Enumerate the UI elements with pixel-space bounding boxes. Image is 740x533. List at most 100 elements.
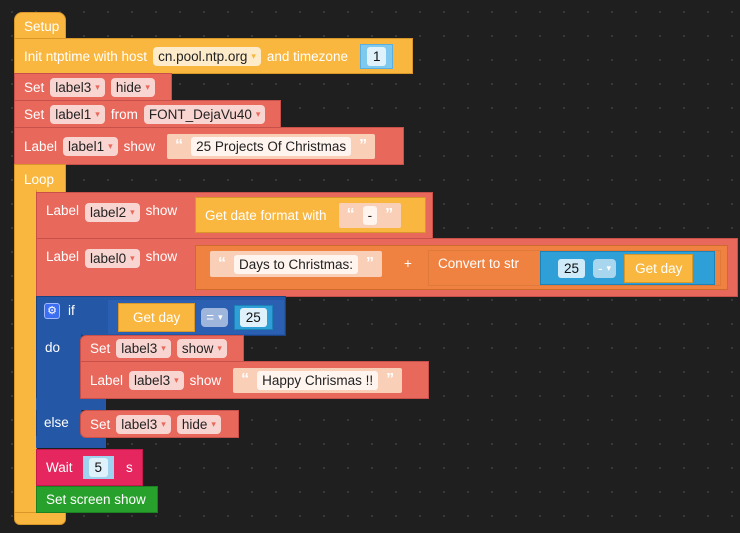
host-dropdown[interactable]: cn.pool.ntp.org ▾: [153, 46, 261, 66]
init-ntptime-block[interactable]: Init ntptime with host cn.pool.ntp.org ▾ …: [14, 38, 413, 74]
label3-show-block[interactable]: Label label3 ▾ show “ Happy Chrismas !! ”: [80, 361, 429, 399]
label1-show-block[interactable]: Label label1 ▾ show “ 25 Projects Of Chris…: [14, 127, 404, 165]
text-input[interactable]: Days to Christmas:: [234, 254, 359, 274]
action-value: hide: [181, 416, 208, 432]
target-dropdown[interactable]: label1 ▾: [50, 104, 105, 124]
loop-label: Loop: [24, 171, 55, 187]
set-label3-hide-block[interactable]: Set label3 ▾ hide ▾: [14, 73, 172, 101]
action-dropdown[interactable]: hide ▾: [110, 77, 155, 97]
target-dropdown[interactable]: label3 ▾: [116, 414, 171, 434]
number-input[interactable]: 25: [558, 258, 586, 278]
sep-input[interactable]: -: [362, 205, 378, 225]
chevron-down-icon: ▾: [95, 81, 100, 92]
chevron-down-icon: ▾: [606, 262, 612, 273]
quote-open-icon: “: [218, 255, 226, 272]
operator-dropdown[interactable]: - ▾: [593, 258, 617, 278]
text-block[interactable]: “ Days to Christmas: ”: [210, 251, 383, 277]
chevron-down-icon: ▾: [130, 253, 135, 263]
quote-close-icon: ”: [366, 255, 375, 272]
set-kw: Set: [24, 106, 45, 122]
compare-dropdown[interactable]: = ▾: [201, 307, 228, 327]
init-prefix: Init ntptime with host: [24, 48, 148, 64]
init-mid: and timezone: [266, 48, 348, 64]
operator-value: -: [598, 260, 603, 276]
compare-block[interactable]: Get day = ▾ 25: [108, 300, 284, 334]
target-value: label1: [68, 138, 105, 154]
set-screen-show-block[interactable]: Set screen show: [36, 486, 158, 513]
timezone-input[interactable]: 1: [366, 46, 387, 66]
else-divider: [36, 398, 106, 410]
show-kw: show: [123, 138, 156, 154]
get-day-block[interactable]: Get day: [624, 253, 694, 283]
quote-open-icon: “: [175, 137, 184, 154]
get-date-format-block[interactable]: Get date format with “-”: [195, 197, 426, 233]
quote-open-icon: “: [346, 206, 355, 223]
show-kw: show: [189, 372, 222, 388]
convert-label: Convert to str: [438, 256, 520, 271]
label-kw: Label: [90, 372, 124, 388]
host-value: cn.pool.ntp.org: [158, 48, 248, 64]
quote-open-icon: “: [241, 371, 250, 388]
quote-close-icon: ”: [359, 137, 368, 154]
target-dropdown[interactable]: label3 ▾: [50, 77, 105, 97]
target-dropdown[interactable]: label2 ▾: [85, 203, 140, 222]
target-value: label3: [55, 79, 92, 95]
set-label3-show-block[interactable]: Set label3 ▾ show ▾: [80, 335, 244, 362]
else-set-label3-hide-block[interactable]: Set label3 ▾ hide ▾: [80, 410, 239, 438]
if-kw: if: [68, 303, 75, 318]
target-value: label2: [90, 205, 127, 220]
get-day-block[interactable]: Get day: [118, 302, 196, 332]
chevron-down-icon: ▾: [174, 374, 179, 385]
text-input[interactable]: 25 Projects Of Christmas: [191, 136, 352, 156]
target-value: label3: [121, 416, 158, 432]
compare-value-input[interactable]: 25: [239, 307, 267, 327]
show-kw: show: [145, 249, 178, 264]
loop-body-bar: [14, 190, 37, 515]
set-kw: Set: [90, 416, 111, 432]
quote-close-icon: ”: [386, 371, 395, 388]
action-dropdown[interactable]: show ▾: [176, 339, 227, 358]
target-dropdown[interactable]: label3 ▾: [129, 370, 184, 390]
plus-operator: +: [404, 256, 412, 271]
do-kw: do: [45, 340, 61, 355]
unit-label: s: [126, 460, 133, 475]
wait-kw: Wait: [46, 460, 73, 475]
chevron-down-icon: ▾: [255, 108, 261, 119]
loop-block[interactable]: Loop: [14, 164, 66, 194]
screen-label: Set screen show: [46, 492, 146, 507]
action-dropdown[interactable]: hide ▾: [176, 414, 221, 434]
target-dropdown[interactable]: label0 ▾: [85, 249, 140, 268]
setup-block[interactable]: Setup: [14, 12, 66, 40]
target-value: label3: [134, 372, 171, 388]
show-kw: show: [145, 203, 178, 218]
text-input[interactable]: Happy Chrismas !!: [257, 370, 379, 390]
target-dropdown[interactable]: label1 ▾: [63, 136, 118, 156]
from-kw: from: [110, 106, 138, 122]
chevron-down-icon: ▾: [218, 311, 223, 322]
chevron-down-icon: ▾: [161, 418, 166, 429]
text-block[interactable]: “ 25 Projects Of Christmas ”: [167, 133, 376, 159]
target-value: label3: [121, 341, 158, 356]
action-value: hide: [115, 79, 142, 95]
target-dropdown[interactable]: label3 ▾: [116, 339, 171, 358]
font-value: FONT_DejaVu40: [148, 106, 252, 122]
timezone-block[interactable]: 1: [359, 43, 394, 69]
chevron-down-icon: ▾: [251, 50, 256, 61]
chevron-down-icon: ▾: [161, 343, 166, 353]
else-kw: else: [44, 415, 69, 430]
target-value: label1: [55, 106, 92, 122]
wait-block[interactable]: Wait 5 s: [36, 449, 143, 486]
wait-input[interactable]: 5: [88, 458, 109, 477]
math-subtract-block[interactable]: 25 - ▾ Get day: [540, 251, 715, 285]
gear-icon[interactable]: ⚙: [44, 303, 60, 319]
sep-text-block[interactable]: “-”: [338, 202, 402, 228]
set-font-block[interactable]: Set label1 ▾ from FONT_DejaVu40 ▾: [14, 100, 281, 128]
chevron-down-icon: ▾: [95, 108, 100, 119]
action-value: show: [181, 341, 214, 356]
chevron-down-icon: ▾: [211, 418, 216, 429]
font-dropdown[interactable]: FONT_DejaVu40 ▾: [143, 104, 266, 124]
text-block[interactable]: “ Happy Chrismas !! ”: [233, 367, 403, 393]
chevron-down-icon: ▾: [145, 81, 150, 92]
setup-label: Setup: [24, 18, 60, 34]
fn-label: Get date format with: [205, 207, 327, 223]
